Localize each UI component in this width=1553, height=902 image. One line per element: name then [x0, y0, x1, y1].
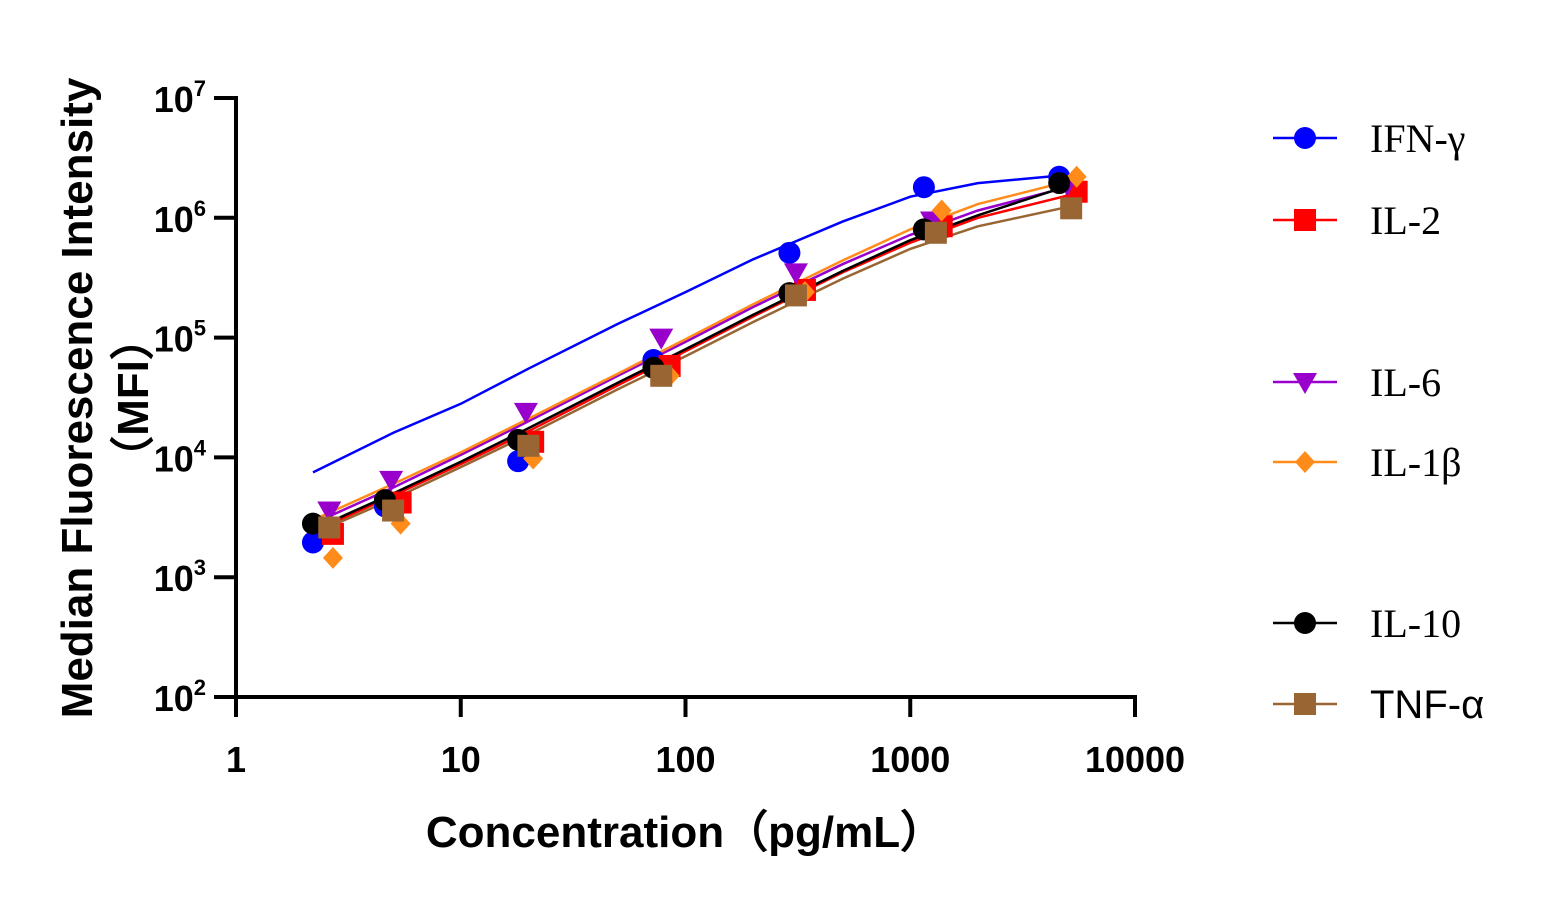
legend-marker	[1293, 373, 1317, 394]
data-point	[778, 241, 801, 264]
x-tick-label: 10000	[1085, 739, 1185, 780]
data-point	[1048, 172, 1071, 195]
legend-label: IL-6	[1370, 360, 1441, 405]
x-axis-title: Concentration（pg/mL）	[426, 808, 944, 857]
x-tick-label: 1000	[870, 739, 950, 780]
y-tick-label: 102	[154, 675, 206, 719]
legend-label: IFN-γ	[1370, 116, 1465, 161]
data-point	[649, 328, 674, 350]
data-point	[783, 263, 808, 285]
y-axis-title: Median Fluorescence Intensity	[53, 77, 102, 718]
fit-curve	[312, 185, 1068, 525]
data-point	[924, 221, 947, 244]
y-tick-label: 107	[154, 76, 206, 120]
legend-marker	[1294, 693, 1316, 715]
legend-label: IL-10	[1370, 601, 1461, 646]
legend-label: IL-1β	[1370, 440, 1461, 485]
legend-marker	[1294, 612, 1316, 634]
x-tick-label: 1	[226, 739, 246, 780]
fit-curves	[312, 174, 1077, 536]
data-point	[784, 284, 807, 307]
y-tick-label: 105	[154, 316, 206, 360]
data-point	[912, 176, 935, 199]
y-tick-label: 106	[154, 196, 206, 240]
fit-curve	[312, 192, 1077, 533]
data-point	[1060, 197, 1083, 220]
data-point	[1066, 165, 1087, 188]
data-points	[301, 165, 1088, 569]
y-axis-title-unit: （MFI）	[109, 316, 158, 480]
data-point	[650, 364, 673, 387]
y-tick-label: 103	[154, 555, 206, 599]
data-point	[931, 199, 952, 222]
fit-curve	[312, 204, 1072, 536]
legend-marker	[1294, 209, 1316, 231]
legend: IFN-γ IL-2 IL-6 IL-1β IL-10 TNF-α	[1273, 116, 1484, 727]
data-point	[513, 402, 538, 424]
legend-label: TNF-α	[1370, 683, 1484, 727]
legend-marker	[1295, 451, 1315, 473]
data-point	[318, 516, 341, 539]
legend-label: IL-2	[1370, 198, 1441, 243]
data-point	[379, 470, 404, 492]
data-point	[322, 546, 343, 569]
axes: 1 10 100 1000 10000 102 103 104 105 106 107	[154, 76, 1185, 780]
data-point	[317, 501, 342, 523]
x-tick-label: 10	[441, 739, 481, 780]
legend-marker	[1294, 127, 1316, 149]
fit-curve	[312, 187, 1060, 531]
data-point	[382, 499, 405, 522]
x-tick-label: 100	[655, 739, 715, 780]
data-point	[517, 434, 540, 457]
y-tick-label: 104	[154, 435, 207, 479]
